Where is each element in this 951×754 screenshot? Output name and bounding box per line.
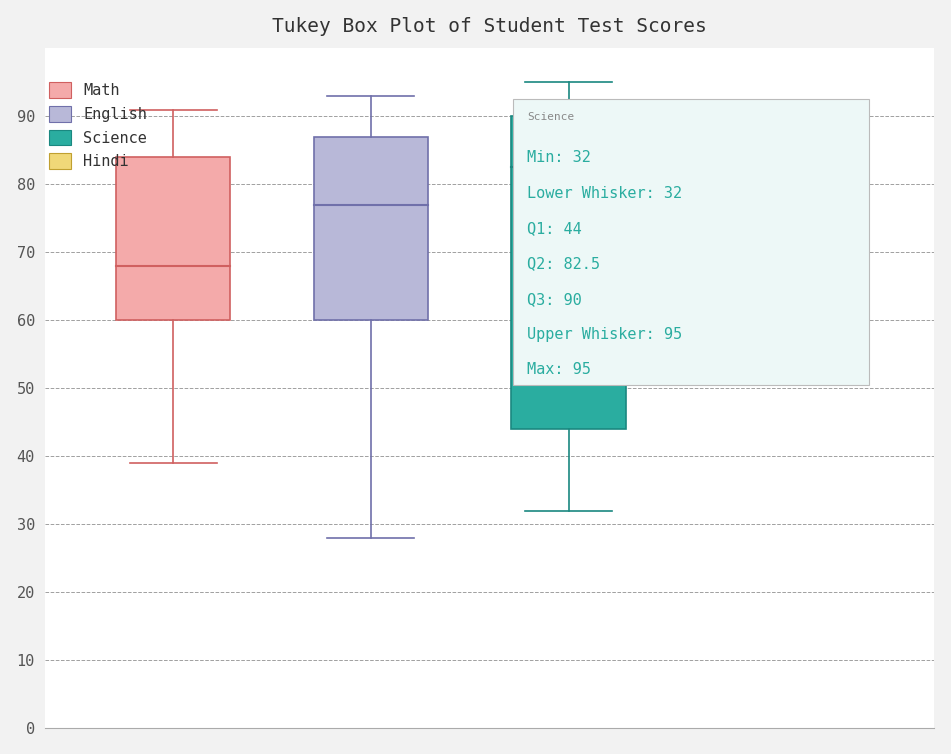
Text: Q2: 82.5: Q2: 82.5 <box>527 256 600 271</box>
Bar <box>116 157 230 320</box>
Legend: Math, English, Science, Hindi: Math, English, Science, Hindi <box>44 76 153 176</box>
Text: Lower Whisker: 32: Lower Whisker: 32 <box>527 185 682 201</box>
Text: Q3: 90: Q3: 90 <box>527 292 582 307</box>
Text: Q1: 44: Q1: 44 <box>527 221 582 236</box>
Text: Min: 32: Min: 32 <box>527 150 591 165</box>
Text: Science: Science <box>527 112 574 121</box>
Text: Upper Whisker: 95: Upper Whisker: 95 <box>527 327 682 342</box>
Bar <box>708 116 824 239</box>
Bar <box>514 100 869 385</box>
Title: Tukey Box Plot of Student Test Scores: Tukey Box Plot of Student Test Scores <box>272 17 707 35</box>
Bar <box>314 136 428 320</box>
Bar <box>512 116 626 429</box>
Text: Max: 95: Max: 95 <box>527 363 591 378</box>
